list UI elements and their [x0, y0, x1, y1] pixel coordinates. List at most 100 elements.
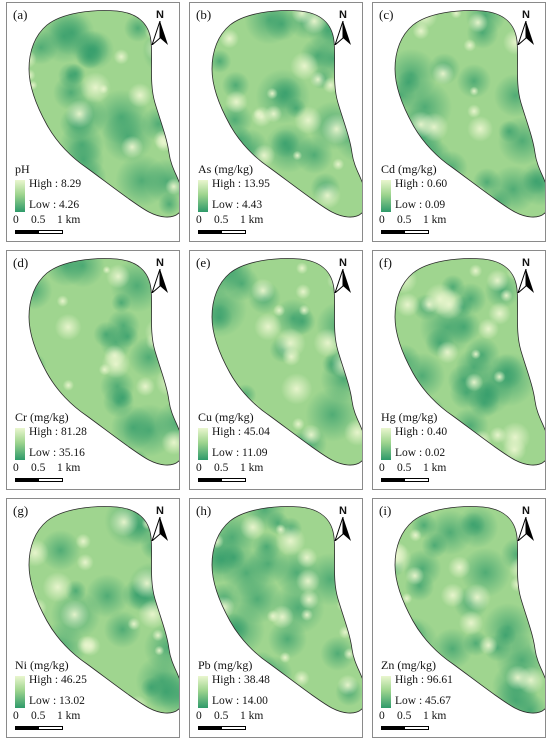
- scale-tick-label: 1 km: [423, 214, 447, 226]
- legend-title: Cd (mg/kg): [381, 162, 437, 176]
- scale-tick-label: 0: [379, 214, 385, 226]
- legend-high-value: High : 8.29: [29, 178, 82, 190]
- scale-tick-label: 0: [13, 214, 19, 226]
- legend-high-value: High : 0.60: [395, 178, 448, 190]
- scale-bar: [15, 726, 63, 730]
- legend-low-value: Low : 0.09: [395, 199, 446, 211]
- panel-label: (d): [13, 255, 29, 270]
- legend-title: Cr (mg/kg): [15, 410, 69, 424]
- legend-color-ramp: [381, 428, 391, 460]
- panel-label: (c): [379, 7, 394, 22]
- legend-color-ramp: [198, 180, 208, 212]
- scale-tick-label: 0.5: [214, 214, 229, 226]
- scale-tick-label: 1 km: [240, 710, 264, 722]
- legend-low-value: Low : 4.26: [29, 199, 80, 211]
- scale-tick-label: 0.5: [31, 710, 46, 722]
- legend-low-value: Low : 0.02: [395, 447, 446, 459]
- north-arrow-icon: N: [332, 505, 354, 541]
- interpolation-map: [394, 258, 545, 466]
- legend-high-value: High : 45.04: [212, 426, 270, 438]
- scale-bar: [15, 478, 63, 482]
- scale-tick-label: 1 km: [57, 710, 81, 722]
- scale-bar-segment: [382, 479, 405, 481]
- study-area-outline: [211, 258, 362, 466]
- north-arrow-icon: N: [332, 9, 354, 45]
- study-area-outline: [211, 10, 362, 218]
- scale-tick-label: 1 km: [57, 214, 81, 226]
- scale-tick-label: 1 km: [240, 462, 264, 474]
- north-label: N: [522, 9, 530, 21]
- legend-low-value: Low : 14.00: [212, 695, 268, 707]
- scale-bar-segment: [16, 479, 39, 481]
- legend-color-ramp: [198, 676, 208, 708]
- legend-low-value: Low : 4.43: [212, 199, 263, 211]
- scale-bar-segment: [16, 727, 39, 729]
- interpolation-map: [211, 506, 362, 714]
- map-panel: (i) N Zn (mg/kg) High : 96.61 Low : 45.67 0 0.…: [372, 498, 546, 738]
- scale-bar: [381, 726, 429, 730]
- panel-label: (e): [196, 255, 211, 270]
- interpolation-map: [394, 506, 545, 714]
- panel-label: (h): [196, 503, 212, 518]
- legend-high-value: High : 0.40: [395, 426, 448, 438]
- study-area-outline: [211, 506, 362, 714]
- scale-bar: [198, 230, 246, 234]
- scale-tick-label: 1 km: [423, 462, 447, 474]
- north-arrow-icon: N: [515, 505, 537, 541]
- north-label: N: [522, 505, 530, 517]
- north-label: N: [339, 9, 347, 21]
- legend-title: Hg (mg/kg): [381, 410, 438, 424]
- scale-tick-label: 0.5: [397, 214, 412, 226]
- legend-color-ramp: [15, 180, 25, 212]
- map-panel: (c) N Cd (mg/kg) High : 0.60 Low : 0.09 0 0.5 1…: [372, 2, 546, 242]
- scale-tick-label: 0: [379, 462, 385, 474]
- study-area-outline: [28, 10, 179, 218]
- legend-low-value: Low : 13.02: [29, 695, 85, 707]
- legend-title: Zn (mg/kg): [381, 658, 436, 672]
- north-arrow-icon: N: [515, 9, 537, 45]
- legend-title: Pb (mg/kg): [198, 658, 253, 672]
- interpolation-map: [28, 10, 179, 218]
- interpolation-map: [211, 258, 362, 466]
- north-arrow-icon: N: [515, 257, 537, 293]
- panel-label: (a): [13, 7, 28, 22]
- scale-bar: [15, 230, 63, 234]
- scale-tick-label: 0.5: [397, 462, 412, 474]
- scale-tick-label: 0: [196, 462, 202, 474]
- scale-bar: [198, 726, 246, 730]
- interpolation-map: [394, 10, 545, 218]
- scale-tick-label: 0.5: [214, 710, 229, 722]
- legend-low-value: Low : 35.16: [29, 447, 85, 459]
- legend-high-value: High : 13.95: [212, 178, 270, 190]
- scale-tick-label: 0: [196, 214, 202, 226]
- legend-high-value: High : 38.48: [212, 674, 270, 686]
- panel-label: (g): [13, 503, 29, 518]
- interpolation-map: [28, 506, 179, 714]
- scale-tick-label: 0: [379, 710, 385, 722]
- map-panel: (f) N Hg (mg/kg) High : 0.40 Low : 0.02 0 0.5 1…: [372, 250, 546, 490]
- north-label: N: [156, 257, 164, 269]
- panel-label: (i): [379, 503, 392, 518]
- map-panel: (b) N As (mg/kg) High : 13.95 Low : 4.43 0 0.5…: [189, 2, 363, 242]
- study-area-outline: [394, 10, 545, 218]
- legend-title: As (mg/kg): [198, 162, 253, 176]
- legend-title: Cu (mg/kg): [198, 410, 254, 424]
- legend-color-ramp: [381, 180, 391, 212]
- scale-tick-label: 1 km: [423, 710, 447, 722]
- scale-tick-label: 0.5: [31, 462, 46, 474]
- legend-low-value: Low : 11.09: [212, 447, 268, 459]
- interpolation-map: [28, 258, 179, 466]
- panel-label: (b): [196, 7, 212, 22]
- legend-color-ramp: [198, 428, 208, 460]
- legend-low-value: Low : 45.67: [395, 695, 451, 707]
- legend-color-ramp: [381, 676, 391, 708]
- scale-tick-label: 1 km: [240, 214, 264, 226]
- legend-title: Ni (mg/kg): [15, 658, 69, 672]
- legend-color-ramp: [15, 676, 25, 708]
- north-arrow-icon: N: [149, 9, 171, 45]
- scale-tick-label: 0.5: [397, 710, 412, 722]
- scale-tick-label: 1 km: [57, 462, 81, 474]
- north-label: N: [339, 257, 347, 269]
- study-area-outline: [28, 258, 179, 466]
